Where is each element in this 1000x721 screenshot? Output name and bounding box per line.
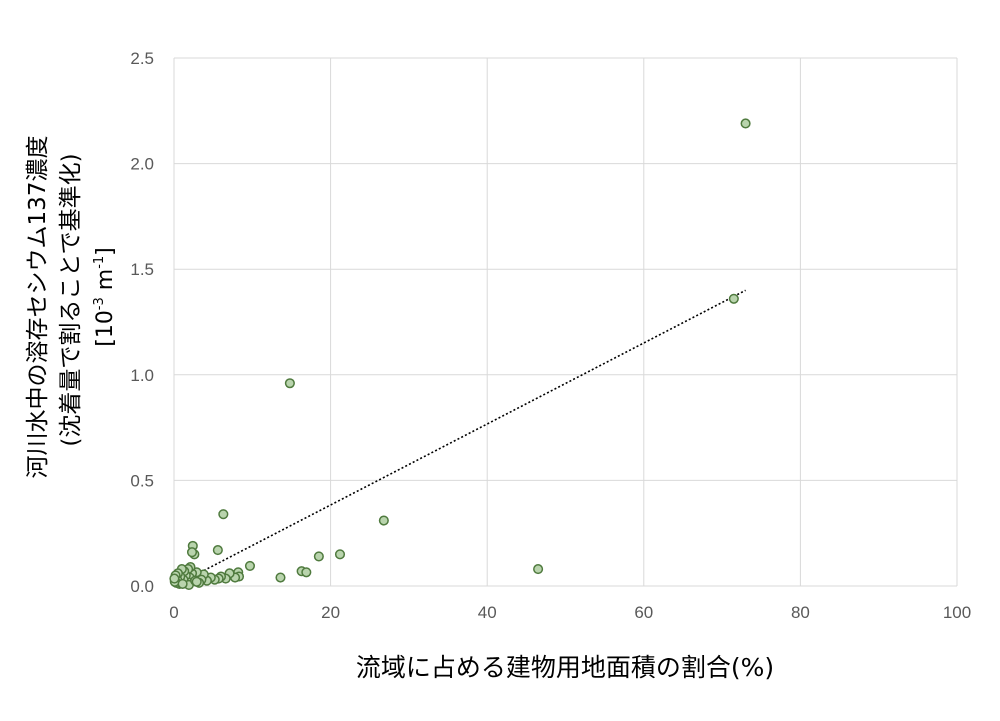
unit-exp-1: -3	[92, 297, 107, 310]
data-point	[276, 573, 285, 582]
data-point	[246, 562, 255, 571]
x-tick-label: 60	[634, 603, 653, 622]
y-tick-label: 0.5	[130, 471, 154, 490]
unit-mid: m	[93, 269, 118, 297]
data-point	[741, 119, 750, 128]
data-point	[534, 565, 543, 574]
data-point	[730, 294, 739, 303]
data-point	[219, 510, 228, 519]
data-point	[336, 550, 345, 559]
y-tick-label: 1.5	[130, 260, 154, 279]
y-tick-label: 1.0	[130, 366, 154, 385]
x-tick-label: 40	[478, 603, 497, 622]
data-point	[170, 574, 179, 583]
y-tick-label: 2.0	[130, 155, 154, 174]
x-tick-label: 100	[943, 603, 971, 622]
y-axis-title: 河川水中の溶存セシウム137濃度 (沈着量で割ることで基準化) [10-3 m-…	[25, 136, 118, 479]
unit-suffix: ]	[93, 247, 118, 256]
plot-area	[174, 58, 957, 586]
data-point	[192, 577, 201, 586]
data-point	[178, 580, 187, 589]
y-axis-title-line-2: (沈着量で割ることで基準化)	[58, 153, 84, 446]
data-point	[302, 568, 311, 577]
y-tick-label: 0.0	[130, 577, 154, 596]
data-point	[214, 546, 223, 555]
data-point	[380, 516, 389, 525]
data-point	[315, 552, 324, 561]
x-tick-label: 20	[321, 603, 340, 622]
y-tick-label: 2.5	[130, 49, 154, 68]
x-axis-title: 流域に占める建物用地面積の割合(%)	[356, 653, 774, 682]
y-axis-title-line-1: 河川水中の溶存セシウム137濃度	[25, 136, 51, 479]
x-tick-label: 0	[169, 603, 178, 622]
x-tick-label: 80	[791, 603, 810, 622]
data-point	[286, 379, 295, 388]
data-point	[188, 548, 197, 557]
unit-exp-2: -1	[92, 256, 107, 269]
unit-prefix: [10	[93, 310, 118, 347]
y-axis-unit: [10-3 m-1]	[92, 247, 118, 347]
